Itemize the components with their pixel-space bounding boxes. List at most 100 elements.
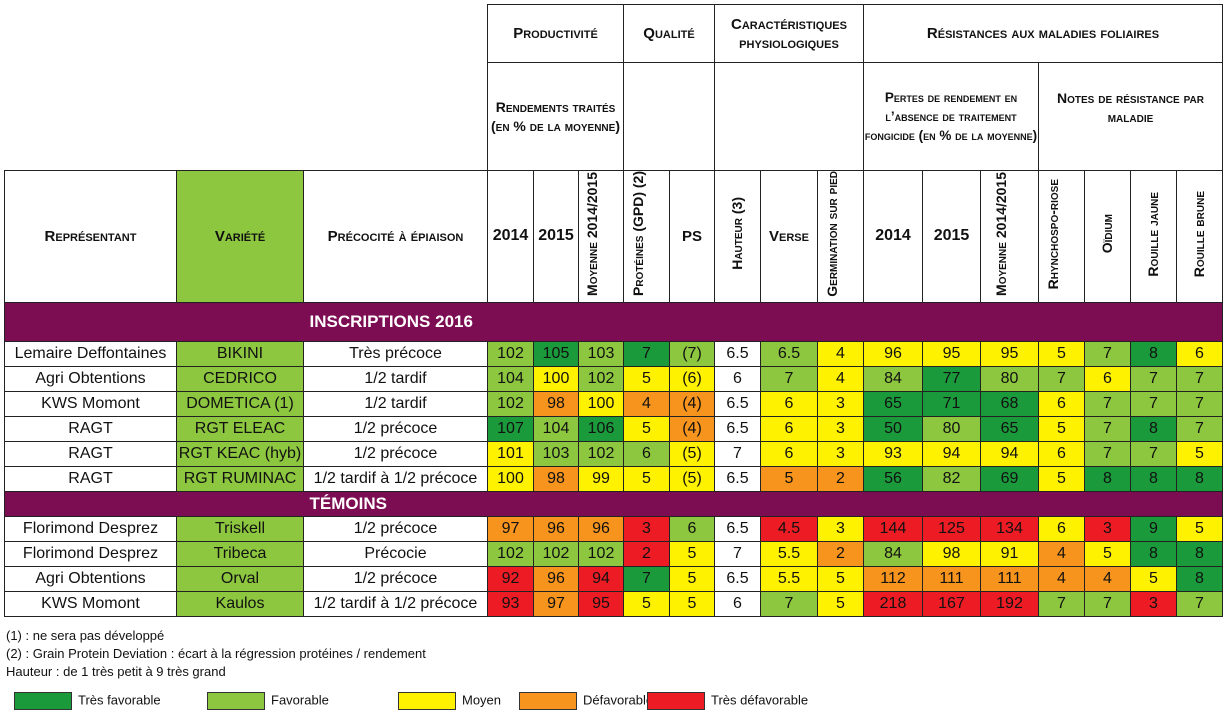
cell-pertes-moyenne: 80 [980, 365, 1039, 392]
cell-pertes-moyenne: 95 [980, 340, 1039, 367]
cell-ps: 6 [669, 515, 715, 542]
cell-pertes-2014: 93 [863, 440, 923, 467]
legend-swatch [398, 692, 456, 710]
cell-representant: KWS Momont [4, 590, 177, 617]
cell-rendement-2015: 104 [533, 415, 579, 442]
cell-representant: Agri Obtentions [4, 565, 177, 592]
cell-oidium: 8 [1084, 465, 1131, 492]
cell-proteines: 7 [623, 565, 670, 592]
cell-ps: (4) [669, 415, 715, 442]
col-pertes-2015: 2015 [922, 170, 981, 303]
cell-rendement-2014: 92 [487, 565, 534, 592]
cell-rendement-2015: 97 [533, 590, 579, 617]
cell-hauteur: 6 [714, 590, 761, 617]
cell-pertes-2014: 112 [863, 565, 923, 592]
cell-proteines: 6 [623, 440, 670, 467]
table-row: Lemaire Deffontaines BIKINI Très précoce 10… [4, 340, 1223, 367]
cell-ps: (5) [669, 465, 715, 492]
legend-label: Favorable [271, 692, 329, 708]
group-qualite: Qualité [623, 4, 715, 63]
cell-precocite: 1/2 tardif à 1/2 précoce [303, 465, 488, 492]
cell-representant: Florimond Desprez [4, 515, 177, 542]
cell-rendement-moyenne: 103 [578, 340, 624, 367]
footnote: (1) : ne sera pas développé [6, 628, 165, 643]
cell-hauteur: 6.5 [714, 415, 761, 442]
legend-item: Favorable [207, 692, 329, 710]
cell-rouille-brune: 8 [1176, 540, 1223, 567]
section-header-temoins: TÉMOINS [4, 490, 1223, 517]
col-variete: Variété [176, 170, 304, 303]
cell-rhynchosporiose: 5 [1038, 340, 1085, 367]
cell-representant: KWS Momont [4, 390, 177, 417]
cell-proteines: 3 [623, 515, 670, 542]
subgroup-qualite-blank [623, 62, 715, 171]
group-header-row: Productivité Qualité Caractéristiques ph… [4, 4, 1223, 171]
cell-variete: RGT KEAC (hyb) [176, 440, 304, 467]
cell-proteines: 5 [623, 365, 670, 392]
cell-hauteur: 6.5 [714, 465, 761, 492]
col-precocite: Précocité à épiaison [303, 170, 488, 303]
cell-rendement-2015: 105 [533, 340, 579, 367]
cell-pertes-moyenne: 111 [980, 565, 1039, 592]
cell-verse: 7 [760, 590, 818, 617]
cell-oidium: 3 [1084, 515, 1131, 542]
cell-rouille-brune: 5 [1176, 440, 1223, 467]
cell-pertes-moyenne: 91 [980, 540, 1039, 567]
cell-verse: 6 [760, 390, 818, 417]
cell-rendement-moyenne: 102 [578, 440, 624, 467]
table-row: Agri Obtentions Orval 1/2 précoce 92 96 94 7 5 6… [4, 565, 1223, 592]
cell-rendement-2015: 98 [533, 465, 579, 492]
cell-verse: 6 [760, 415, 818, 442]
cell-pertes-moyenne: 192 [980, 590, 1039, 617]
legend-label: Très favorable [78, 692, 161, 708]
col-proteines: Protéines (GPD) (2) [623, 170, 670, 303]
cell-germination: 4 [817, 365, 864, 392]
cell-rendement-moyenne: 99 [578, 465, 624, 492]
cell-rouille-jaune: 8 [1130, 340, 1177, 367]
subgroup-rendements: Rendements traités (en % de la moyenne) [487, 62, 624, 171]
cell-rendement-moyenne: 100 [578, 390, 624, 417]
cell-pertes-2015: 95 [922, 340, 981, 367]
cell-rhynchosporiose: 6 [1038, 440, 1085, 467]
legend-swatch [519, 692, 577, 710]
cell-variete: Tribeca [176, 540, 304, 567]
cell-proteines: 5 [623, 465, 670, 492]
legend-item: Défavorable [519, 692, 653, 710]
cell-pertes-moyenne: 69 [980, 465, 1039, 492]
group-resistances: Résistances aux maladies foliaires [863, 4, 1223, 63]
cell-germination: 3 [817, 440, 864, 467]
cell-germination: 2 [817, 540, 864, 567]
section-temoins-rows: Florimond Desprez Triskell 1/2 précoce 97 96… [4, 515, 1223, 617]
cell-representant: RAGT [4, 465, 177, 492]
cell-rouille-jaune: 7 [1130, 365, 1177, 392]
cell-rendement-2015: 102 [533, 540, 579, 567]
cell-pertes-2014: 84 [863, 365, 923, 392]
subgroup-caracteristiques-blank [714, 62, 864, 171]
cell-variete: RGT RUMINAC [176, 465, 304, 492]
col-rendement-2014: 2014 [487, 170, 534, 303]
cell-variete: RGT ELEAC [176, 415, 304, 442]
cell-verse: 7 [760, 365, 818, 392]
cell-rendement-2014: 97 [487, 515, 534, 542]
cell-variete: Triskell [176, 515, 304, 542]
cell-rouille-jaune: 8 [1130, 415, 1177, 442]
col-hauteur: Hauteur (3) [714, 170, 761, 303]
cell-pertes-2015: 125 [922, 515, 981, 542]
cell-oidium: 7 [1084, 590, 1131, 617]
cell-rouille-jaune: 3 [1130, 590, 1177, 617]
cell-proteines: 5 [623, 415, 670, 442]
cell-rhynchosporiose: 4 [1038, 565, 1085, 592]
cell-precocite: Très précoce [303, 340, 488, 367]
cell-rouille-jaune: 5 [1130, 565, 1177, 592]
table-row: Agri Obtentions CEDRICO 1/2 tardif 104 100 10… [4, 365, 1223, 392]
cell-rouille-jaune: 7 [1130, 440, 1177, 467]
cell-rouille-brune: 7 [1176, 590, 1223, 617]
cell-rendement-moyenne: 96 [578, 515, 624, 542]
cell-oidium: 5 [1084, 540, 1131, 567]
cell-rendement-2014: 102 [487, 540, 534, 567]
cell-rhynchosporiose: 5 [1038, 465, 1085, 492]
cell-verse: 4.5 [760, 515, 818, 542]
cell-ps: 5 [669, 590, 715, 617]
col-rhynchosporiose: Rhynchospo-riose [1038, 170, 1085, 303]
cell-rhynchosporiose: 4 [1038, 540, 1085, 567]
